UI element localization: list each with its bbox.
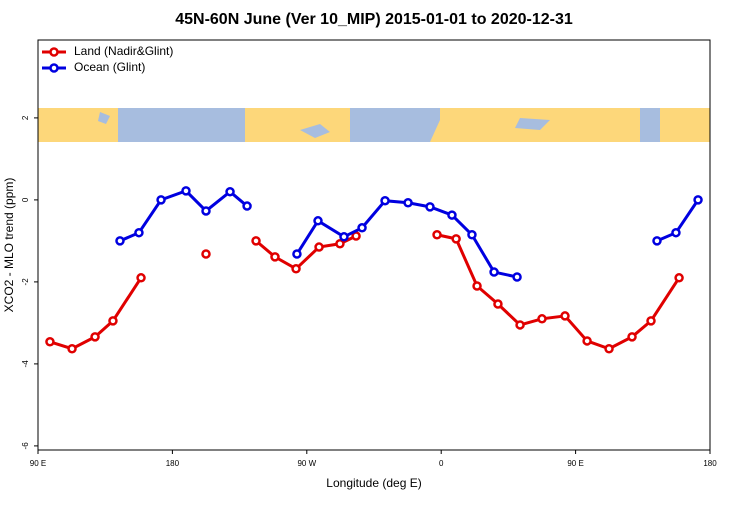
chart-title: 45N-60N June (Ver 10_MIP) 2015-01-01 to … — [175, 11, 573, 28]
data-point — [313, 216, 323, 226]
data-point — [291, 264, 301, 274]
data-point — [201, 249, 211, 259]
data-point — [251, 236, 261, 246]
x-tick-label: 180 — [166, 459, 180, 468]
data-point — [339, 232, 349, 242]
data-point — [432, 230, 442, 240]
data-point — [225, 186, 235, 197]
data-point — [493, 299, 503, 309]
series-line — [436, 233, 681, 351]
y-tick-label: -2 — [21, 278, 30, 286]
data-point — [156, 195, 166, 205]
data-point — [472, 281, 482, 291]
data-point — [425, 202, 435, 212]
data-point — [270, 252, 280, 262]
data-point — [67, 343, 77, 354]
data-point — [403, 198, 413, 208]
data-point — [201, 206, 211, 216]
data-point — [467, 230, 477, 240]
data-point — [314, 242, 324, 252]
y-tick-label: 0 — [21, 197, 30, 202]
legend-label: Land (Nadir&Glint) — [74, 44, 173, 58]
y-tick-label: 2 — [21, 115, 30, 120]
x-tick-label: 90 E — [30, 459, 46, 468]
legend-marker — [49, 63, 59, 73]
y-tick-label: -4 — [21, 360, 30, 368]
x-tick-label: 90 E — [567, 459, 583, 468]
series-line — [295, 199, 518, 279]
data-point — [652, 236, 662, 246]
legend-label: Ocean (Glint) — [74, 60, 145, 74]
data-point — [380, 195, 390, 206]
data-point — [351, 231, 361, 241]
data-point — [292, 249, 302, 259]
data-point — [108, 316, 118, 326]
plot-frame — [37, 39, 711, 451]
data-point — [674, 273, 684, 283]
legend-marker — [49, 47, 59, 57]
data-point — [335, 239, 345, 249]
data-point — [447, 210, 457, 220]
x-tick-label: 90 W — [297, 459, 316, 468]
data-point — [671, 227, 681, 238]
data-point — [646, 316, 656, 326]
y-tick-label: -6 — [21, 442, 30, 450]
data-point — [136, 273, 146, 283]
data-point — [181, 186, 191, 196]
map-strip — [38, 108, 710, 142]
data-point — [537, 314, 547, 324]
y-axis-label: XCO2 - MLO trend (ppm) — [2, 178, 16, 313]
data-point — [693, 195, 703, 205]
x-tick-label: 180 — [703, 459, 717, 468]
data-point — [115, 236, 125, 246]
data-point — [45, 337, 55, 347]
data-point — [627, 332, 637, 342]
x-tick-label: 0 — [439, 459, 444, 468]
data-point — [451, 234, 461, 244]
data-point — [357, 223, 367, 233]
data-point — [134, 227, 144, 238]
data-point — [582, 336, 592, 346]
data-point — [90, 332, 100, 342]
data-point — [489, 267, 499, 277]
data-point — [512, 272, 522, 282]
data-point — [560, 311, 570, 321]
data-point — [604, 343, 614, 354]
data-point — [242, 201, 252, 211]
x-axis-label: Longitude (deg E) — [326, 476, 421, 490]
data-point — [515, 320, 525, 330]
